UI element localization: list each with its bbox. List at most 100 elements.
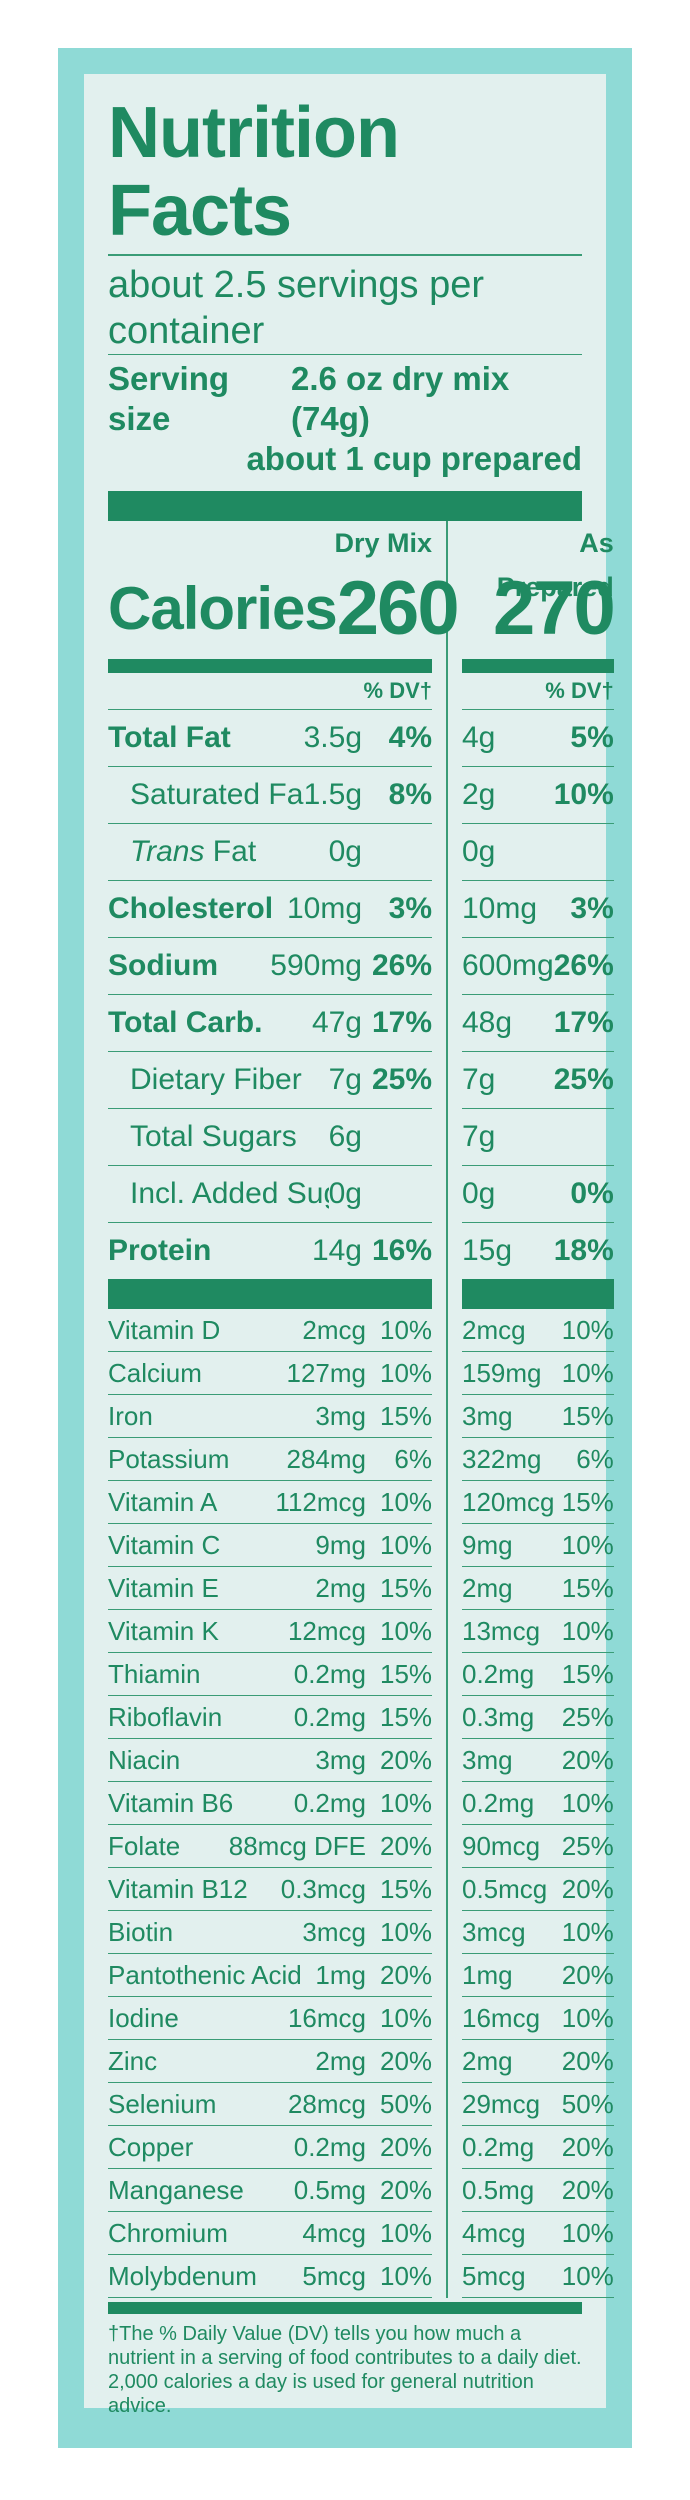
vitamin-dry-amount: 0.5mg: [293, 2175, 366, 2205]
vitamin-dry-dv: 10%: [380, 2003, 433, 2033]
vitamin-prep-dv: 15%: [561, 1401, 614, 1431]
vitamin-prep-amount: 3mg: [462, 1401, 513, 1431]
vitamin-dry-dv: 50%: [380, 2089, 433, 2119]
nutrient-row-prepared: 600mg 26%: [462, 938, 614, 995]
vitamin-prep-dv: 10%: [561, 1530, 614, 1560]
vitamin-prep-dv: 25%: [561, 1702, 614, 1732]
nutrient-dry-amount: 0g: [328, 835, 362, 868]
nutrient-prep-amount: 0g: [462, 835, 496, 868]
vitamin-row-dry: Vitamin B6 0.2mg 10%: [108, 1782, 432, 1825]
nutrient-prep-amount: 4g: [462, 721, 496, 754]
vitamin-dry-dv: 20%: [380, 1960, 433, 1990]
vitamin-name: Molybdenum: [108, 2261, 257, 2291]
vitamin-name: Chromium: [108, 2218, 228, 2248]
vitamin-prep-amount: 2mg: [462, 1573, 513, 1603]
vitamin-dry-dv: 20%: [380, 1831, 433, 1861]
nutrient-row-prepared: 0g: [462, 824, 614, 881]
vitamin-row-dry: Vitamin D 2mcg 10%: [108, 1309, 432, 1352]
vitamin-prep-dv: 10%: [561, 2003, 614, 2033]
vitamin-prep-dv: 10%: [561, 2261, 614, 2291]
vitamin-prep-amount: 3mcg: [462, 1917, 526, 1947]
nutrient-name-rest: Fat: [204, 835, 257, 868]
nutrient-row-dry: Protein 14g 16%: [108, 1223, 432, 1279]
label-title: Nutrition Facts: [108, 93, 400, 251]
vitamin-row-prepared: 322mg 6%: [462, 1438, 614, 1481]
vitamin-row-prepared: 159mg 10%: [462, 1352, 614, 1395]
vitamin-row-prepared: 2mg 20%: [462, 2040, 614, 2083]
vitamin-dry-amount: 284mg: [286, 1444, 367, 1474]
nutrient-row-dry: Total Sugars 6g: [108, 1109, 432, 1166]
vitamin-dry-amount: 127mg: [286, 1358, 367, 1388]
vitamin-dry-amount: 0.3mcg: [280, 1874, 366, 1904]
vitamin-prep-dv: 50%: [561, 2089, 614, 2119]
vitamin-prep-dv: 10%: [561, 1788, 614, 1818]
vitamin-row-dry: Vitamin C 9mg 10%: [108, 1524, 432, 1567]
vitamin-dry-dv: 10%: [380, 1487, 433, 1517]
nutrient-name: Protein: [108, 1234, 212, 1267]
nutrient-dry-amount: 7g: [328, 1063, 362, 1096]
vitamin-row-dry: Iodine 16mcg 10%: [108, 1997, 432, 2040]
vitamin-name: Riboflavin: [108, 1702, 223, 1732]
dv-header-prepared: % DV†: [462, 673, 614, 710]
calories-dry-value: 260: [336, 566, 460, 651]
vitamin-row-prepared: 3mcg 10%: [462, 1911, 614, 1954]
vitamin-prep-amount: 13mcg: [462, 1616, 541, 1646]
vitamin-row-prepared: 2mg 15%: [462, 1567, 614, 1610]
prepared-nutrient-list: 4g 5% 2g 10% 0g 10mg 3% 600mg 26% 48g 17% 7g 25% 7g 0g…: [462, 710, 614, 1279]
vitamin-dry-amount: 112mcg: [275, 1487, 366, 1517]
calories-prepared-row: 270: [462, 559, 616, 659]
vitamin-name: Calcium: [108, 1358, 202, 1388]
vitamin-row-dry: Folate 88mcg DFE 20%: [108, 1825, 432, 1868]
vitamin-prep-dv: 15%: [561, 1573, 614, 1603]
nutrient-prep-dv: 17%: [553, 1006, 614, 1039]
nutrient-prep-amount: 2g: [462, 778, 496, 811]
calories-label: Calories: [108, 575, 338, 642]
nutrient-row-dry: Total Fat 3.5g 4%: [108, 710, 432, 767]
nutrient-row-prepared: 0g 0%: [462, 1166, 614, 1223]
vitamin-name: Selenium: [108, 2089, 217, 2119]
vitamin-name: Potassium: [108, 1444, 230, 1474]
vitamin-prep-dv: 25%: [561, 1831, 614, 1861]
vitamin-prep-amount: 159mg: [462, 1358, 542, 1388]
vitamin-prep-amount: 90mcg: [462, 1831, 541, 1861]
vitamin-prep-amount: 29mcg: [462, 2089, 541, 2119]
vitamin-prep-amount: 0.5mg: [462, 2175, 535, 2205]
vitamin-prep-amount: 0.2mg: [462, 1788, 535, 1818]
vitamin-row-prepared: 4mcg 10%: [462, 2212, 614, 2255]
vitamin-prep-dv: 20%: [561, 1874, 614, 1904]
vitamin-prep-dv: 20%: [561, 1745, 614, 1775]
vitamin-row-dry: Molybdenum 5mcg 10%: [108, 2255, 432, 2298]
vitamin-prep-amount: 16mcg: [462, 2003, 541, 2033]
nutrient-prep-amount: 15g: [462, 1234, 513, 1267]
nutrient-name: Total Sugars: [130, 1120, 297, 1153]
vitamin-row-dry: Selenium 28mcg 50%: [108, 2083, 432, 2126]
vitamin-row-prepared: 0.5mg 20%: [462, 2169, 614, 2212]
vitamin-name: Vitamin E: [108, 1573, 219, 1603]
nutrient-row-prepared: 7g: [462, 1109, 614, 1166]
serving-size-value: 2.6 oz dry mix (74g): [291, 360, 510, 437]
vitamin-prep-amount: 5mcg: [462, 2261, 526, 2291]
nutrient-dry-amount: 590mg: [270, 949, 362, 982]
dry-nutrient-list: Total Fat 3.5g 4% Saturated Fat 1.5g 8% Trans …: [108, 710, 432, 1279]
vitamin-name: Copper: [108, 2132, 194, 2162]
vitamin-prep-amount: 9mg: [462, 1530, 513, 1560]
vitamin-prep-amount: 120mcg: [462, 1487, 555, 1517]
vitamin-row-prepared: 120mcg 15%: [462, 1481, 614, 1524]
nutrient-row-prepared: 4g 5%: [462, 710, 614, 767]
vitamin-row-prepared: 29mcg 50%: [462, 2083, 614, 2126]
vitamin-dry-amount: 1mg: [315, 1960, 366, 1990]
nutrient-prep-amount: 10mg: [462, 892, 538, 925]
vitamin-row-prepared: 3mg 15%: [462, 1395, 614, 1438]
vitamin-row-dry: Vitamin K 12mcg 10%: [108, 1610, 432, 1653]
nutrient-dry-dv: 25%: [371, 1063, 432, 1096]
vitamin-row-dry: Potassium 284mg 6%: [108, 1438, 432, 1481]
nutrient-prep-amount: 600mg: [462, 949, 554, 982]
vitamin-name: Manganese: [108, 2175, 244, 2205]
servings-per-container: about 2.5 servings per container: [108, 254, 582, 354]
nutrient-prep-amount: 0g: [462, 1177, 496, 1210]
vitamin-name: Zinc: [108, 2046, 158, 2076]
vitamin-prep-dv: 20%: [561, 2132, 614, 2162]
nutrient-prep-dv: 10%: [553, 778, 614, 811]
vitamin-name: Vitamin D: [108, 1315, 221, 1345]
vitamin-prep-dv: 10%: [561, 2218, 614, 2248]
